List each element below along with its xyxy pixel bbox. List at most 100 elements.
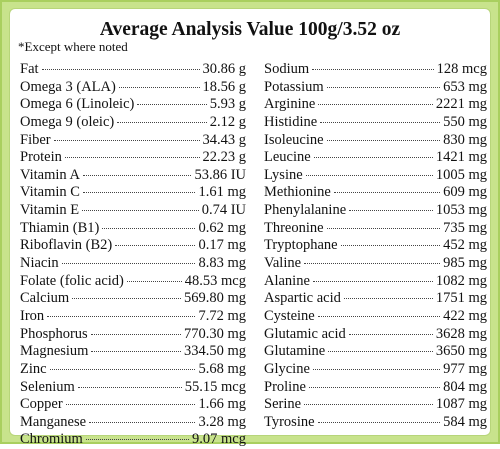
nutrient-name: Chromium bbox=[20, 431, 83, 448]
nutrient-value: 18.56 g bbox=[202, 78, 247, 95]
right-column: Sodium 128 mcg Potassium 653 mg Arginine 2221… bbox=[264, 61, 487, 431]
nutrient-value: 422 mg bbox=[443, 307, 487, 324]
nutrient-value: 830 mg bbox=[443, 131, 487, 148]
nutrient-name: Selenium bbox=[20, 378, 75, 395]
nutrient-row: Vitamin C 1.61 mg bbox=[20, 184, 246, 202]
nutrient-value: 7.72 mg bbox=[198, 307, 246, 324]
nutrient-name: Tryptophane bbox=[264, 237, 338, 254]
nutrient-value: 1005 mg bbox=[435, 166, 487, 183]
nutrient-row: Vitamin A 53.86 IU bbox=[20, 167, 246, 185]
nutrient-name: Proline bbox=[264, 378, 306, 395]
nutrient-row: Folate (folic acid) 48.53 mcg bbox=[20, 273, 246, 291]
nutrient-value: 55.15 mcg bbox=[184, 378, 246, 395]
dot-leader bbox=[41, 69, 200, 70]
nutrient-value: 735 mg bbox=[443, 219, 487, 236]
nutrient-row: Valine 985 mg bbox=[264, 255, 487, 273]
nutrient-row: Leucine 1421 mg bbox=[264, 149, 487, 167]
nutrient-name: Phosphorus bbox=[20, 325, 88, 342]
dot-leader bbox=[118, 86, 200, 88]
nutrient-name: Glutamic acid bbox=[264, 325, 346, 342]
dot-leader bbox=[333, 192, 441, 194]
nutrient-row: Isoleucine 830 mg bbox=[264, 132, 487, 150]
nutrient-value: 569.80 mg bbox=[183, 290, 246, 307]
nutrient-row: Glutamic acid 3628 mg bbox=[264, 326, 487, 344]
note: *Except where noted bbox=[18, 39, 128, 54]
nutrient-row: Omega 6 (Linoleic) 5.93 g bbox=[20, 96, 246, 114]
nutrient-value: 128 mcg bbox=[436, 61, 487, 77]
dot-leader bbox=[64, 157, 200, 159]
nutrient-value: 0.62 mg bbox=[198, 219, 246, 236]
nutrient-value: 3628 mg bbox=[435, 325, 487, 342]
nutrient-row: Methionine 609 mg bbox=[264, 184, 487, 202]
nutrient-name: Potassium bbox=[264, 78, 324, 95]
dot-leader bbox=[343, 298, 433, 300]
dot-leader bbox=[61, 263, 196, 265]
nutrient-name: Zinc bbox=[20, 360, 47, 377]
nutrient-name: Iron bbox=[20, 307, 45, 324]
nutrient-name: Thiamin (B1) bbox=[20, 219, 100, 236]
nutrient-row: Threonine 735 mg bbox=[264, 220, 487, 238]
nutrient-value: 804 mg bbox=[443, 378, 487, 395]
nutrient-row: Phosphorus 770.30 mg bbox=[20, 326, 246, 344]
nutrient-name: Protein bbox=[20, 149, 62, 166]
nutrient-row: Iron 7.72 mg bbox=[20, 308, 246, 326]
nutrient-name: Sodium bbox=[264, 61, 310, 77]
nutrient-value: 1.66 mg bbox=[198, 396, 246, 413]
nutrient-value: 2.12 g bbox=[209, 113, 246, 130]
dot-leader bbox=[53, 139, 200, 141]
nutrient-value: 1421 mg bbox=[435, 149, 487, 166]
dot-leader bbox=[126, 280, 182, 282]
nutrient-value: 770.30 mg bbox=[183, 325, 246, 342]
dot-leader bbox=[349, 210, 433, 212]
nutrient-value: 1053 mg bbox=[435, 202, 487, 219]
nutrient-row: Omega 9 (oleic) 2.12 g bbox=[20, 114, 246, 132]
dot-leader bbox=[72, 298, 181, 300]
nutrient-row: Selenium 55.15 mcg bbox=[20, 379, 246, 397]
panel: Average Analysis Value 100g/3.52 oz *Exc… bbox=[9, 8, 491, 447]
dot-leader bbox=[312, 280, 433, 282]
nutrient-value: 334.50 mg bbox=[183, 343, 246, 360]
nutrient-name: Manganese bbox=[20, 413, 87, 430]
nutrient-name: Niacin bbox=[20, 255, 59, 272]
dot-leader bbox=[137, 104, 207, 106]
nutrient-name: Histidine bbox=[264, 113, 318, 130]
nutrient-row: Fat 30.86 g bbox=[20, 61, 246, 79]
dot-leader bbox=[117, 121, 207, 123]
nutrient-row: Arginine 2221 mg bbox=[264, 96, 487, 114]
dot-leader bbox=[47, 315, 196, 317]
nutrient-name: Leucine bbox=[264, 149, 311, 166]
nutrient-name: Magnesium bbox=[20, 343, 89, 360]
nutrient-name: Isoleucine bbox=[264, 131, 324, 148]
dot-leader bbox=[102, 227, 196, 229]
nutrient-row: Glycine 977 mg bbox=[264, 361, 487, 379]
nutrient-value: 1087 mg bbox=[435, 396, 487, 413]
dot-leader bbox=[115, 245, 196, 247]
left-column: Fat 30.86 g Omega 3 (ALA) 18.56 g Omega 6 (L… bbox=[20, 61, 246, 449]
dot-leader bbox=[326, 139, 441, 141]
nutrient-value: 8.83 mg bbox=[198, 255, 246, 272]
dot-leader bbox=[317, 315, 441, 317]
dot-leader bbox=[326, 86, 441, 88]
dot-leader bbox=[312, 69, 434, 70]
nutrient-name: Copper bbox=[20, 396, 63, 413]
nutrient-value: 2221 mg bbox=[435, 96, 487, 113]
dot-leader bbox=[317, 421, 441, 423]
nutrient-value: 977 mg bbox=[443, 360, 487, 377]
nutrient-name: Omega 9 (oleic) bbox=[20, 113, 115, 130]
nutrient-value: 0.74 IU bbox=[201, 202, 246, 219]
nutrient-row: Omega 3 (ALA) 18.56 g bbox=[20, 79, 246, 97]
nutrient-row: Copper 1.66 mg bbox=[20, 396, 246, 414]
dot-leader bbox=[304, 263, 441, 265]
nutrient-row: Manganese 3.28 mg bbox=[20, 414, 246, 432]
dot-leader bbox=[305, 174, 433, 176]
nutrient-row: Cysteine 422 mg bbox=[264, 308, 487, 326]
nutrient-value: 1082 mg bbox=[435, 272, 487, 289]
nutrient-row: Zinc 5.68 mg bbox=[20, 361, 246, 379]
dot-leader bbox=[77, 386, 182, 388]
dot-leader bbox=[91, 351, 181, 353]
nutrient-name: Cysteine bbox=[264, 307, 315, 324]
dot-leader bbox=[308, 386, 441, 388]
nutrient-row: Thiamin (B1) 0.62 mg bbox=[20, 220, 246, 238]
dot-leader bbox=[328, 351, 433, 353]
